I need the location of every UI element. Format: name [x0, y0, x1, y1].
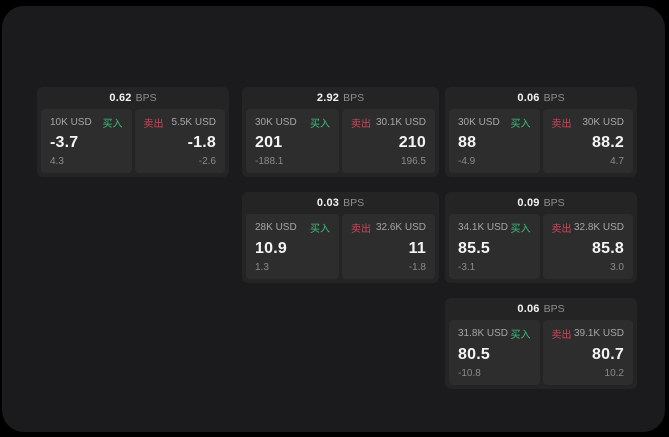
buy-side-label: 买入: [310, 119, 330, 130]
buy-change: 4.3: [50, 156, 64, 167]
quote-tiles: 30K USD 买入 88 -4.9 卖出 30K USD 88.2 4.7: [449, 109, 633, 173]
bps-label: BPS: [543, 303, 565, 315]
bps-label: BPS: [343, 92, 365, 104]
buy-change: -4.9: [458, 156, 476, 167]
spread-header: 2.92 BPS: [242, 87, 439, 109]
buy-tile[interactable]: 30K USD 买入 88 -4.9: [449, 109, 540, 173]
buy-change: -3.1: [458, 262, 476, 273]
sell-amount: 30K USD: [582, 117, 624, 128]
quote-card-4: 0.03 BPS 28K USD 买入 10.9 1.3 卖出 32.6K US…: [242, 192, 439, 283]
sell-side-label: 卖出: [551, 119, 572, 130]
buy-amount: 28K USD: [255, 222, 297, 233]
buy-amount: 30K USD: [255, 117, 297, 128]
buy-side-label: 买入: [510, 224, 531, 235]
buy-change: -10.8: [458, 368, 481, 379]
sell-amount: 30.1K USD: [375, 117, 426, 128]
sell-side-label: 卖出: [143, 119, 164, 130]
quote-tiles: 10K USD 买入 -3.7 4.3 卖出 5.5K USD -1.8 -2.…: [41, 109, 225, 173]
spread-header: 0.06 BPS: [445, 298, 637, 320]
buy-tile[interactable]: 34.1K USD 买入 85.5 -3.1: [449, 214, 540, 279]
buy-price: 201: [255, 134, 283, 152]
sell-change: -1.8: [408, 262, 426, 273]
buy-tile[interactable]: 31.8K USD 买入 80.5 -10.8: [449, 320, 540, 385]
spread-value: 0.62: [109, 92, 132, 104]
sell-side-label: 卖出: [351, 119, 371, 130]
bps-label: BPS: [543, 92, 565, 104]
sell-amount: 5.5K USD: [171, 117, 216, 128]
sell-price: 88.2: [592, 134, 624, 152]
buy-price: 88: [458, 134, 477, 152]
buy-tile[interactable]: 10K USD 买入 -3.7 4.3: [41, 109, 132, 173]
buy-price: -3.7: [50, 134, 79, 152]
buy-change: -188.1: [255, 156, 284, 167]
spread-header: 0.03 BPS: [242, 192, 439, 214]
buy-side-label: 买入: [310, 224, 330, 235]
quote-card-6: 0.06 BPS 31.8K USD 买入 80.5 -10.8 卖出 39.1…: [445, 298, 637, 389]
sell-side-label: 卖出: [551, 224, 572, 235]
buy-tile[interactable]: 28K USD 买入 10.9 1.3: [246, 214, 339, 279]
buy-side-label: 买入: [102, 119, 123, 130]
buy-amount: 31.8K USD: [458, 328, 509, 339]
buy-tile[interactable]: 30K USD 买入 201 -188.1: [246, 109, 339, 173]
quote-tiles: 30K USD 买入 201 -188.1 卖出 30.1K USD 210 1…: [246, 109, 435, 173]
app-panel: 0.62 BPS 10K USD 买入 -3.7 4.3 卖出 5.5K USD…: [2, 6, 665, 432]
buy-side-label: 买入: [510, 119, 531, 130]
spread-header: 0.09 BPS: [445, 192, 637, 214]
buy-side-label: 买入: [510, 330, 531, 341]
sell-price: 85.8: [592, 239, 624, 257]
sell-amount: 32.6K USD: [375, 222, 426, 233]
sell-change: 4.7: [610, 156, 624, 167]
quote-card-2: 2.92 BPS 30K USD 买入 201 -188.1 卖出 30.1K …: [242, 87, 439, 177]
spread-header: 0.06 BPS: [445, 87, 637, 109]
spread-value: 2.92: [316, 92, 340, 104]
bps-label: BPS: [343, 197, 365, 209]
buy-price: 85.5: [458, 239, 490, 257]
sell-price: 11: [408, 239, 426, 257]
quote-card-5: 0.09 BPS 34.1K USD 买入 85.5 -3.1 卖出 32.8K…: [445, 192, 637, 283]
sell-price: -1.8: [187, 134, 216, 152]
sell-change: 3.0: [610, 262, 624, 273]
sell-change: 196.5: [400, 156, 426, 167]
buy-price: 80.5: [458, 345, 490, 363]
spread-value: 0.09: [517, 197, 540, 209]
bps-label: BPS: [543, 197, 565, 209]
quote-card-1: 0.62 BPS 10K USD 买入 -3.7 4.3 卖出 5.5K USD…: [37, 87, 229, 177]
spread-header: 0.62 BPS: [37, 87, 229, 109]
quote-tiles: 31.8K USD 买入 80.5 -10.8 卖出 39.1K USD 80.…: [449, 320, 633, 385]
buy-amount: 34.1K USD: [458, 222, 509, 233]
spread-value: 0.03: [316, 197, 340, 209]
quote-card-3: 0.06 BPS 30K USD 买入 88 -4.9 卖出 30K USD 8…: [445, 87, 637, 177]
sell-change: 10.2: [604, 368, 624, 379]
sell-amount: 32.8K USD: [573, 222, 624, 233]
bps-label: BPS: [135, 92, 157, 104]
sell-tile[interactable]: 卖出 5.5K USD -1.8 -2.6: [134, 109, 225, 173]
sell-price: 210: [398, 134, 426, 152]
sell-tile[interactable]: 卖出 32.8K USD 85.8 3.0: [542, 214, 633, 279]
spread-value: 0.06: [517, 303, 540, 315]
spread-value: 0.06: [517, 92, 540, 104]
sell-tile[interactable]: 卖出 30.1K USD 210 196.5: [342, 109, 435, 173]
buy-amount: 10K USD: [50, 117, 92, 128]
sell-price: 80.7: [592, 345, 624, 363]
sell-side-label: 卖出: [351, 224, 371, 235]
sell-change: -2.6: [198, 156, 216, 167]
buy-price: 10.9: [255, 239, 287, 257]
buy-amount: 30K USD: [458, 117, 500, 128]
buy-change: 1.3: [255, 262, 269, 273]
quote-tiles: 28K USD 买入 10.9 1.3 卖出 32.6K USD 11 -1.8: [246, 214, 435, 279]
sell-tile[interactable]: 卖出 30K USD 88.2 4.7: [542, 109, 633, 173]
sell-amount: 39.1K USD: [573, 328, 624, 339]
sell-side-label: 卖出: [551, 330, 572, 341]
sell-tile[interactable]: 卖出 39.1K USD 80.7 10.2: [542, 320, 633, 385]
quote-tiles: 34.1K USD 买入 85.5 -3.1 卖出 32.8K USD 85.8…: [449, 214, 633, 279]
sell-tile[interactable]: 卖出 32.6K USD 11 -1.8: [342, 214, 435, 279]
